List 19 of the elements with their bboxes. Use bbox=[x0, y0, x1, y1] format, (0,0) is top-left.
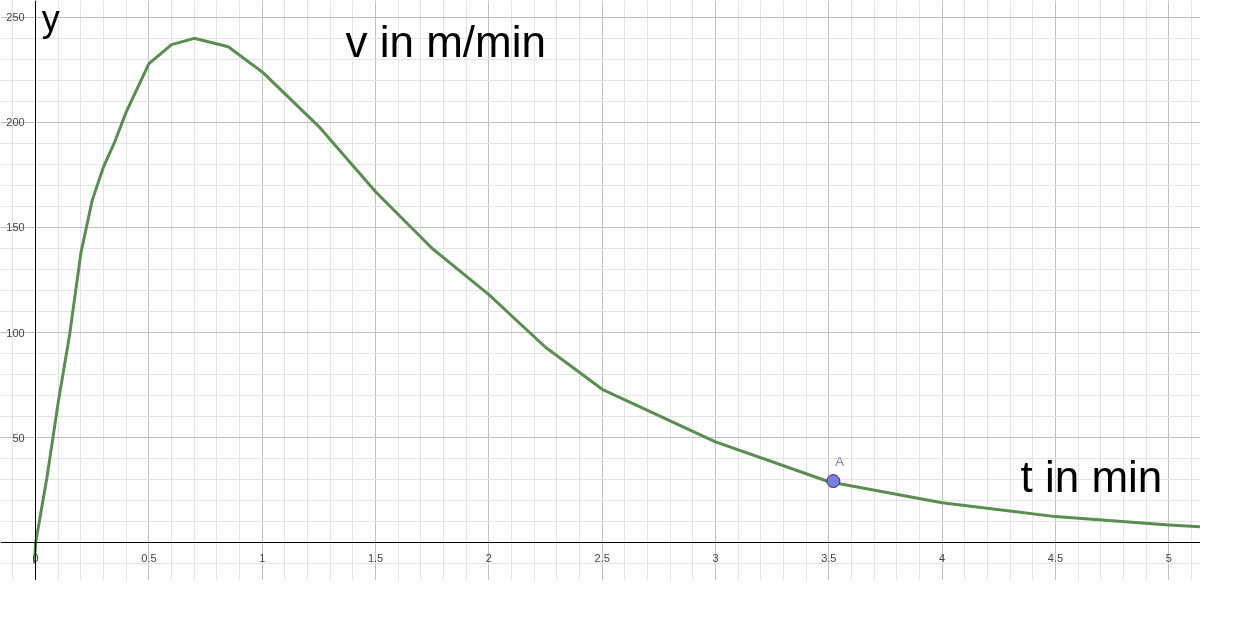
x-tick-label: 1.5 bbox=[367, 551, 384, 564]
y-tick-label: 150 bbox=[6, 221, 25, 234]
chart-title: v in m/min bbox=[345, 16, 546, 66]
x-tick-label: 4 bbox=[939, 551, 946, 564]
x-tick-label: 0.5 bbox=[141, 551, 157, 564]
x-tick-label: 2.5 bbox=[594, 551, 610, 564]
x-tick-label: 1 bbox=[259, 551, 266, 564]
y-tick-label: 250 bbox=[6, 11, 25, 24]
x-axis-title: t in min bbox=[1020, 451, 1163, 501]
x-tick-label: 5 bbox=[1165, 551, 1172, 564]
y-tick-label: 100 bbox=[6, 326, 25, 339]
y-axis-title: y bbox=[41, 0, 60, 39]
y-tick-label: 50 bbox=[12, 431, 25, 444]
x-tick-label: 2 bbox=[485, 551, 492, 564]
x-tick-label: 3 bbox=[712, 551, 719, 564]
x-tick-label: 3.5 bbox=[821, 551, 837, 564]
annotation: A bbox=[835, 454, 845, 470]
x-tick-label: 4.5 bbox=[1047, 551, 1064, 564]
y-tick-label: 200 bbox=[6, 116, 25, 129]
